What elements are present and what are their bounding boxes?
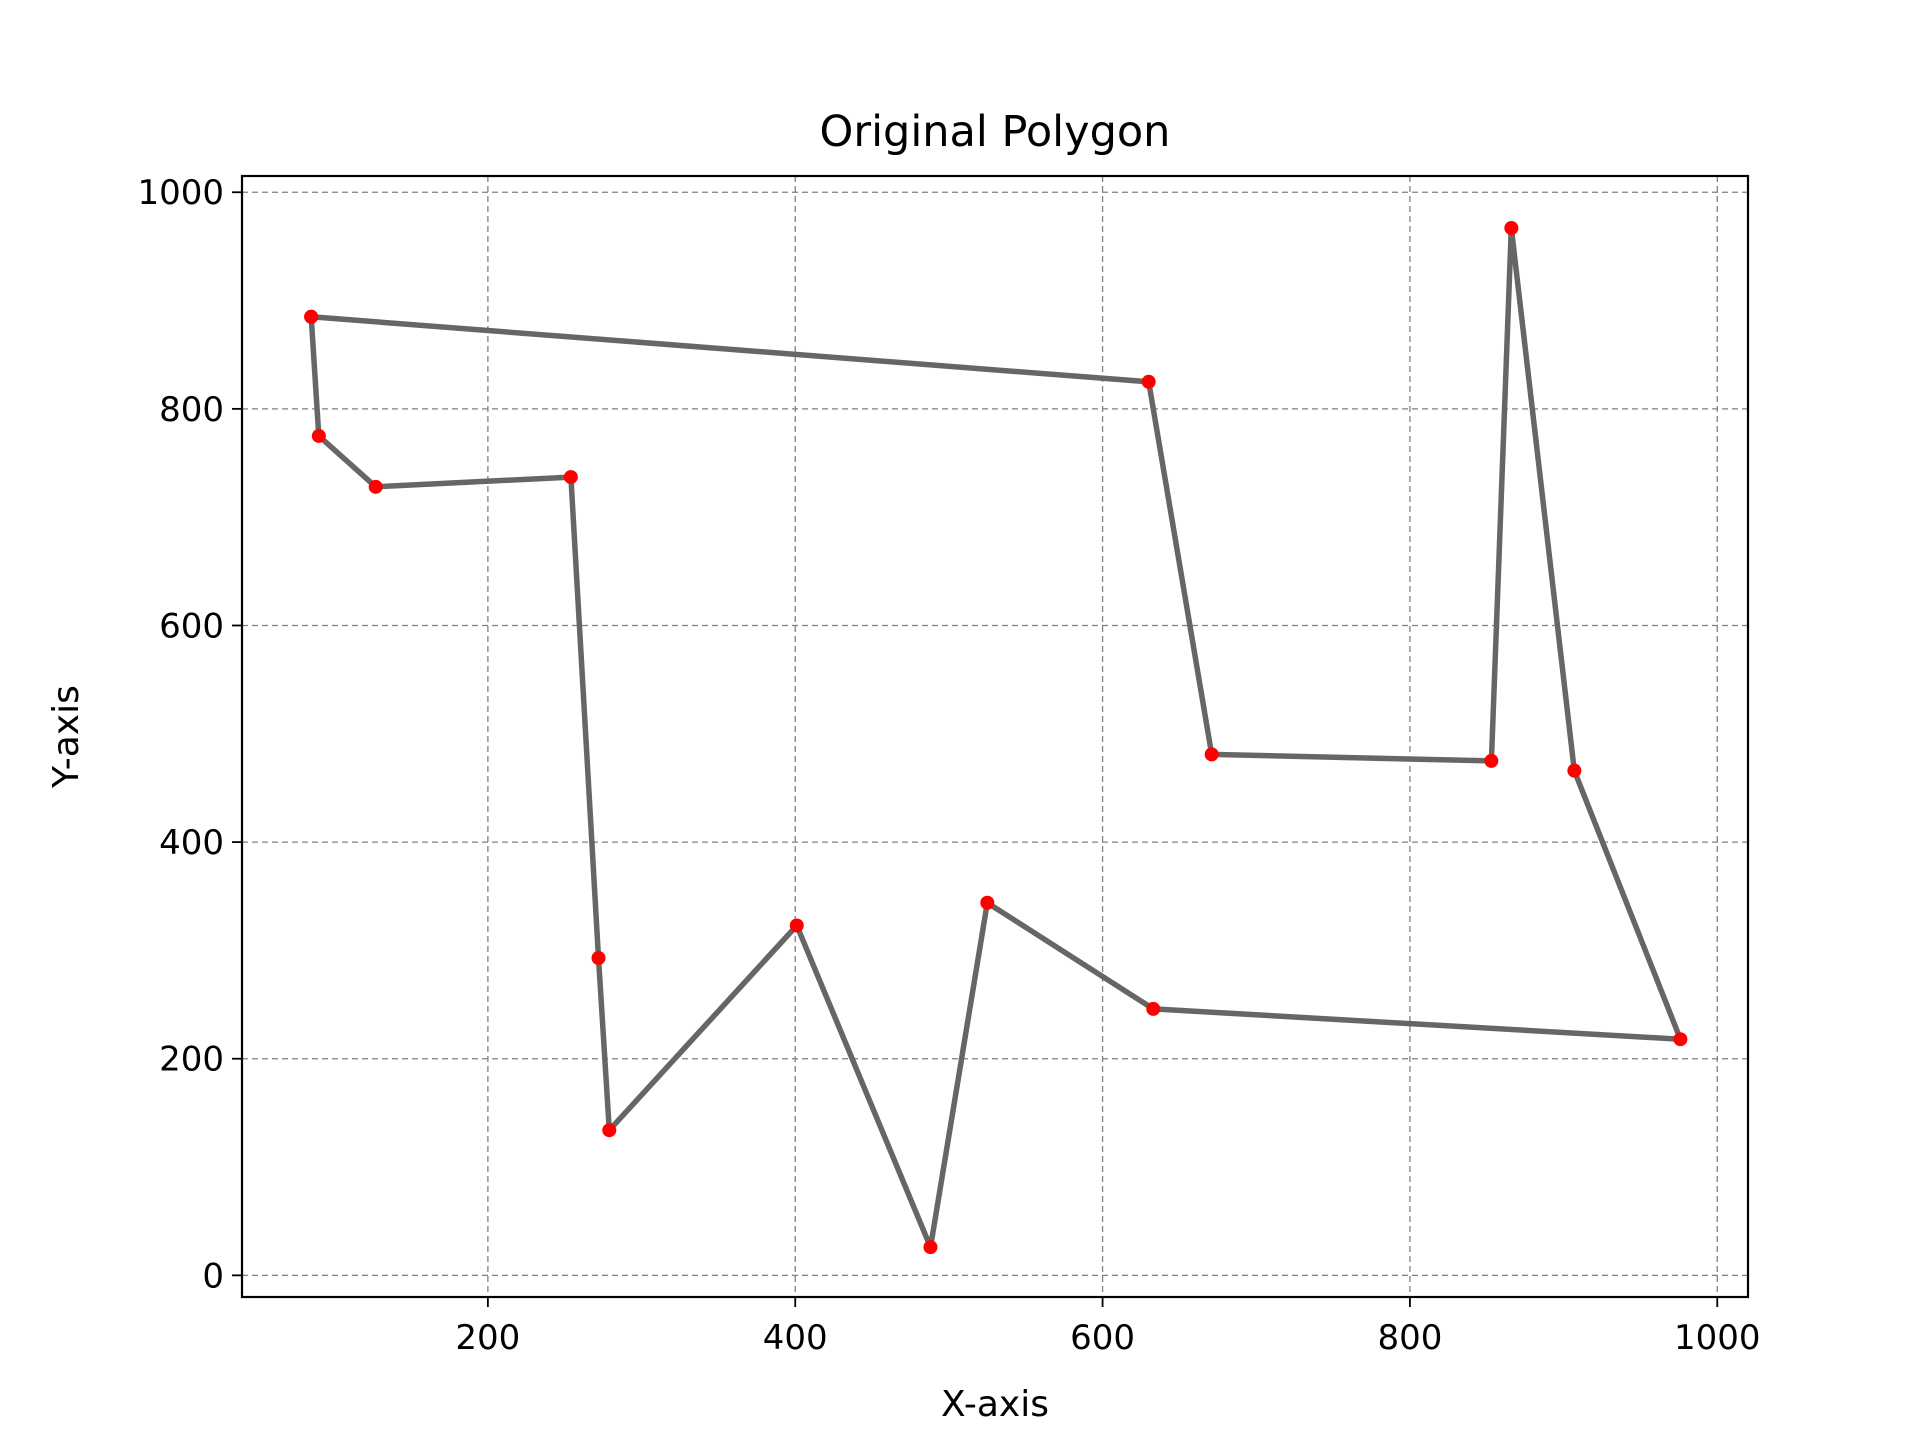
x-tick-label: 600	[1070, 1318, 1135, 1358]
vertex-marker	[304, 309, 319, 324]
vertex-marker	[980, 895, 995, 910]
plot-area-frame	[240, 174, 1750, 1299]
x-tick-label: 200	[455, 1318, 520, 1358]
vertex-marker	[1567, 763, 1582, 778]
vertex-marker	[1484, 753, 1499, 768]
ticks: 200 400 600 800 1000 0 200 400 600 800 1000	[137, 173, 1760, 1358]
y-tick-label: 600	[159, 606, 224, 646]
vertex-marker	[563, 470, 578, 485]
y-tick-label: 800	[159, 390, 224, 430]
y-axis-title: Y-axis	[46, 685, 87, 789]
vertex-marker	[368, 479, 383, 494]
grid	[242, 176, 1748, 1297]
series	[304, 220, 1688, 1255]
vertex-marker	[311, 428, 326, 443]
vertex-marker	[923, 1240, 938, 1255]
vertex-marker	[789, 918, 804, 933]
x-tick-label: 800	[1377, 1318, 1442, 1358]
y-tick-label: 200	[159, 1040, 224, 1080]
vertex-marker	[602, 1123, 617, 1138]
x-tick-label: 1000	[1674, 1318, 1761, 1358]
chart-title: Original Polygon	[820, 107, 1171, 157]
y-tick-label: 400	[159, 823, 224, 863]
x-tick-label: 400	[763, 1318, 828, 1358]
vertex-marker	[1141, 374, 1156, 389]
vertex-marker	[1673, 1032, 1688, 1047]
vertex-marker	[1204, 747, 1219, 762]
x-axis-title: X-axis	[941, 1384, 1049, 1425]
vertex-marker	[1146, 1001, 1161, 1016]
vertex-marker	[591, 950, 606, 965]
y-tick-label: 0	[202, 1256, 224, 1296]
y-tick-label: 1000	[137, 173, 224, 213]
vertex-marker	[1504, 220, 1519, 235]
